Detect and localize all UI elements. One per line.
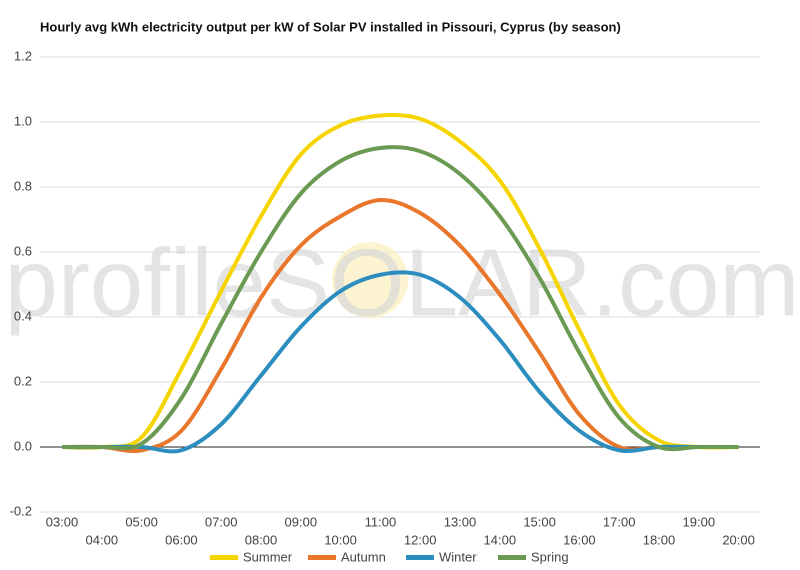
x-tick-label: 17:00 xyxy=(603,514,636,529)
chart-title: Hourly avg kWh electricity output per kW… xyxy=(40,19,621,34)
x-tick-label: 12:00 xyxy=(404,532,437,547)
legend-label: Autumn xyxy=(341,549,386,564)
x-tick-label: 07:00 xyxy=(205,514,238,529)
x-tick-label: 14:00 xyxy=(484,532,517,547)
y-tick-label: 1.2 xyxy=(14,48,32,63)
x-tick-label: 13:00 xyxy=(444,514,477,529)
x-tick-label: 10:00 xyxy=(324,532,357,547)
line xyxy=(61,112,739,450)
x-tick-label: 16:00 xyxy=(563,532,596,547)
x-tick-label: 03:00 xyxy=(46,514,79,529)
line xyxy=(61,197,739,453)
legend-label: Summer xyxy=(243,549,293,564)
x-tick-label: 04:00 xyxy=(86,532,119,547)
x-tick-label: 15:00 xyxy=(523,514,556,529)
y-tick-label: 0.2 xyxy=(14,373,32,388)
x-tick-label: 05:00 xyxy=(125,514,158,529)
legend-swatch xyxy=(210,555,238,560)
legend-swatch xyxy=(308,555,336,560)
x-tick-label: 08:00 xyxy=(245,532,278,547)
x-tick-label: 06:00 xyxy=(165,532,198,547)
legend-label: Winter xyxy=(439,549,477,564)
line xyxy=(62,270,739,454)
legend-label: Spring xyxy=(531,549,569,564)
y-tick-label: -0.2 xyxy=(10,503,32,518)
x-tick-label: 19:00 xyxy=(683,514,716,529)
y-tick-label: 0.0 xyxy=(14,438,32,453)
legend-swatch xyxy=(498,555,526,560)
line xyxy=(61,145,739,452)
x-tick-label: 09:00 xyxy=(285,514,318,529)
y-tick-label: 0.8 xyxy=(14,178,32,193)
y-tick-label: 0.6 xyxy=(14,243,32,258)
y-tick-label: 1.0 xyxy=(14,113,32,128)
watermark-sun xyxy=(332,242,408,318)
y-tick-label: 0.4 xyxy=(14,308,32,323)
x-tick-label: 20:00 xyxy=(722,532,755,547)
x-tick-label: 18:00 xyxy=(643,532,676,547)
x-tick-label: 11:00 xyxy=(365,514,397,529)
watermark: profileSOLAR.com xyxy=(5,229,800,336)
legend-swatch xyxy=(406,555,434,560)
